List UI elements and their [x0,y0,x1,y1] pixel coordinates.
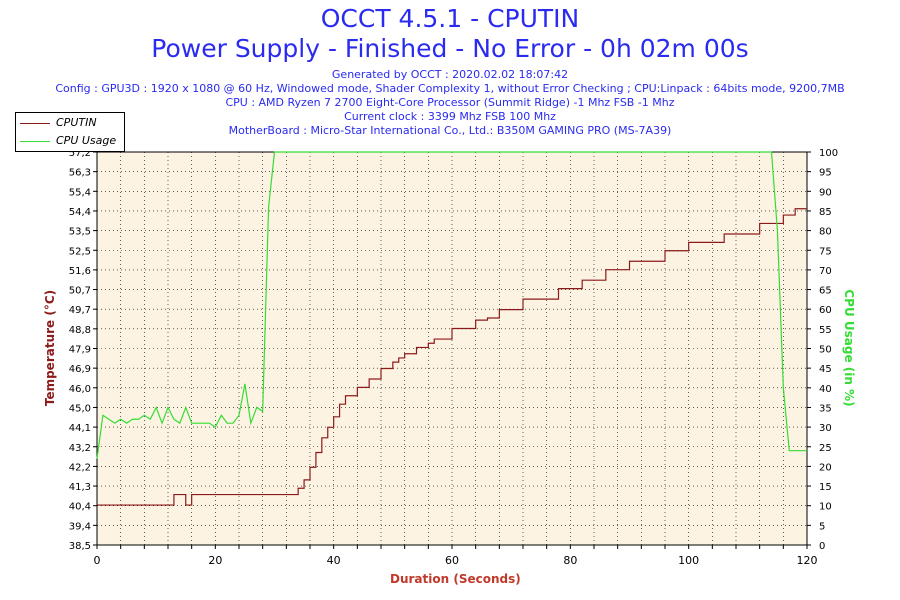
y-tick-label-left: 45,0 [69,403,91,414]
y-tick-label-right: 65 [819,286,832,297]
info-cpu: CPU : AMD Ryzen 7 2700 Eight-Core Proces… [225,96,675,109]
info-config: Config : GPU3D : 1920 x 1080 @ 60 Hz, Wi… [55,82,845,95]
y-tick-label-left: 43,2 [69,443,91,454]
y-tick-label-right: 80 [819,227,832,238]
x-tick-label: 0 [94,554,101,567]
x-tick-label: 60 [445,554,459,567]
y-tick-label-left: 54,4 [69,207,91,218]
y-axis-title-left: Temperature (°C) [43,289,57,407]
y-tick-label-right: 20 [819,462,832,473]
y-tick-label-left: 52,5 [69,246,91,257]
y-tick-label-left: 40,4 [69,502,91,513]
y-tick-label-right: 15 [819,482,832,493]
y-tick-label-left: 46,0 [69,384,91,395]
y-tick-label-right: 60 [819,305,832,316]
legend-label-cpu-usage: CPU Usage [56,134,117,147]
y-tick-label-left: 56,3 [69,168,91,179]
chart-subtitle: Power Supply - Finished - No Error - 0h … [151,34,749,63]
y-tick-label-right: 95 [819,168,832,179]
y-tick-label-left: 47,9 [69,345,91,356]
y-tick-label-right: 50 [819,345,832,356]
y-axis-title-right: CPU Usage (in %) [842,289,856,407]
y-tick-label-right: 55 [819,325,832,336]
y-tick-label-right: 70 [819,266,832,277]
info-motherboard: MotherBoard : Micro-Star International C… [228,124,672,137]
y-tick-label-right: 85 [819,207,832,218]
y-tick-label-right: 30 [819,423,832,434]
y-tick-label-right: 10 [819,502,832,513]
legend-swatch-cputin [20,123,50,124]
x-tick-label: 20 [208,554,222,567]
x-tick-label: 80 [563,554,577,567]
y-tick-label-left: 50,7 [69,286,91,297]
y-tick-label-right: 0 [819,541,825,552]
y-tick-label-left: 46,9 [69,364,91,375]
x-tick-label: 100 [678,554,699,567]
legend-item-cputin: CPUTIN [16,115,124,131]
info-clock: Current clock : 3399 Mhz FSB 100 Mhz [344,110,556,123]
y-tick-label-left: 39,4 [69,521,91,532]
y-tick-label-left: 55,4 [69,187,91,198]
legend: CPUTIN CPU Usage [15,112,125,152]
y-tick-label-left: 49,7 [69,305,91,316]
y-tick-label-right: 45 [819,364,832,375]
legend-swatch-cpu-usage [20,141,50,142]
series-line-cputin [97,208,807,506]
x-axis-title: Duration (Seconds) [390,572,521,586]
y-tick-label-left: 48,8 [69,325,91,336]
legend-item-cpu-usage: CPU Usage [16,133,124,149]
y-tick-label-left: 53,5 [69,227,91,238]
y-tick-label-right: 35 [819,403,832,414]
y-tick-label-right: 100 [819,148,838,159]
y-tick-label-right: 5 [819,521,825,532]
x-tick-label: 40 [327,554,341,567]
x-tick-label: 120 [797,554,818,567]
legend-label-cputin: CPUTIN [56,116,97,129]
y-tick-label-right: 90 [819,187,832,198]
info-generated: Generated by OCCT : 2020.02.02 18:07:42 [331,68,569,81]
series-line-cpu-usage [96,151,807,459]
y-tick-label-left: 51,6 [69,266,91,277]
y-tick-label-left: 41,3 [69,482,91,493]
y-tick-label-left: 44,1 [69,423,91,434]
y-tick-label-right: 75 [819,246,832,257]
y-tick-label-right: 40 [819,384,832,395]
y-tick-label-right: 25 [819,443,832,454]
y-tick-label-left: 57,2 [69,148,91,159]
chart-title: OCCT 4.5.1 - CPUTIN [320,4,580,33]
y-tick-label-left: 42,2 [69,462,91,473]
y-tick-label-left: 38,5 [69,541,91,552]
